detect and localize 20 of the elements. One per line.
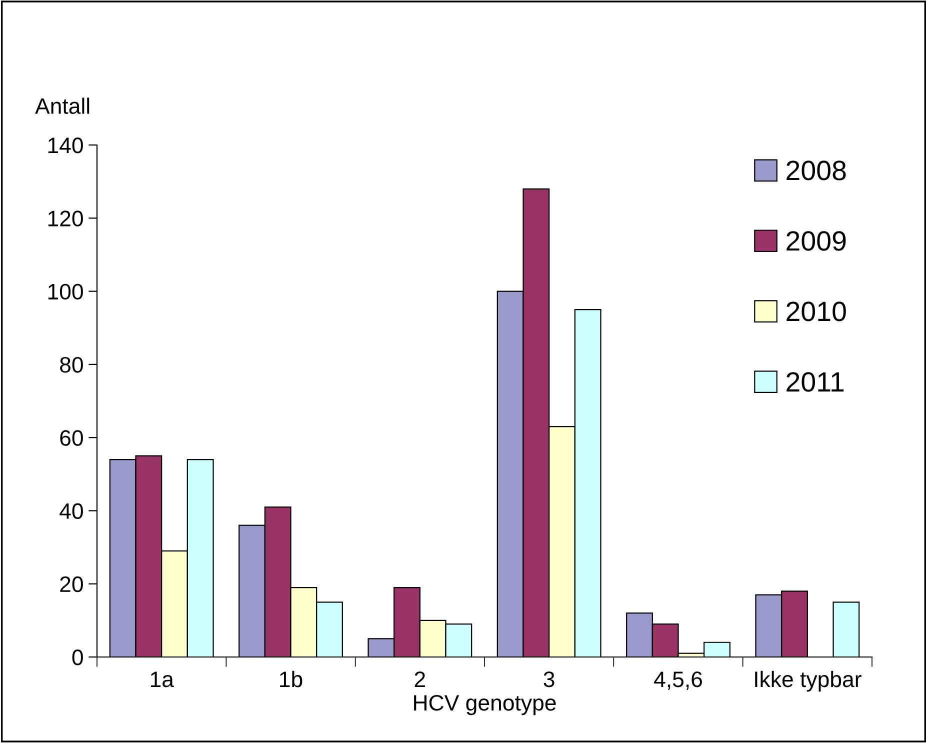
y-tick-label: 120 [48,210,83,226]
x-tick-label: 2 [414,671,425,687]
y-tick-label: 60 [60,430,83,446]
x-axis-title: HCV genotype [414,694,556,716]
y-tick-label: 40 [60,503,83,519]
x-tick-label: 1b [280,670,302,688]
y-tick-label: 80 [60,356,83,373]
y-tick-label: 0 [72,650,83,666]
legend-label: 2009 [786,231,846,251]
legend-label: 2008 [786,160,846,180]
y-tick-label: 140 [48,138,83,154]
x-tick-label: Ikke typbar [755,670,862,692]
y-axis-title: Antall [35,98,90,114]
legend-label: 2011 [786,372,844,392]
y-tick-label: 100 [48,284,83,300]
x-tick-label: 3 [544,671,554,688]
legend-label: 2010 [786,302,846,322]
x-tick-label: 1a [150,672,174,688]
y-tick-label: 20 [60,576,83,592]
x-tick-label: 4,5,6 [654,671,702,690]
